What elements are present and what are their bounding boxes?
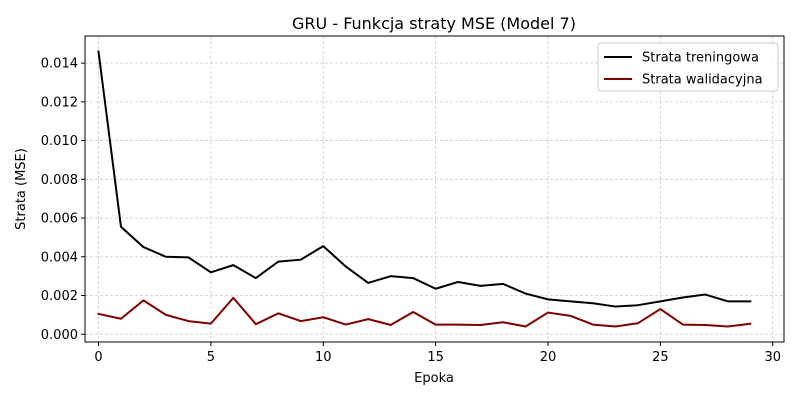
data-point bbox=[480, 324, 482, 326]
y-tick-label: 0.006 bbox=[41, 212, 78, 227]
legend: Strata treningowa Strata walidacyjna bbox=[597, 42, 779, 92]
y-tick-label: 0.000 bbox=[41, 328, 78, 343]
data-point bbox=[322, 316, 324, 318]
data-point bbox=[637, 322, 639, 324]
data-point bbox=[300, 259, 302, 261]
data-point bbox=[165, 314, 167, 316]
plot-frame bbox=[84, 35, 785, 343]
data-point bbox=[502, 321, 504, 323]
data-point bbox=[300, 320, 302, 322]
x-tick-label: 20 bbox=[540, 350, 557, 365]
data-point bbox=[97, 50, 99, 52]
data-point bbox=[390, 324, 392, 326]
data-point bbox=[255, 323, 257, 325]
data-point bbox=[412, 311, 414, 313]
data-point bbox=[277, 312, 279, 314]
data-point bbox=[210, 271, 212, 273]
x-tick-label: 30 bbox=[764, 350, 781, 365]
y-tick-label: 0.002 bbox=[41, 289, 78, 304]
data-point bbox=[210, 323, 212, 325]
x-tick-label: 5 bbox=[207, 350, 215, 365]
data-point bbox=[435, 288, 437, 290]
data-point bbox=[457, 281, 459, 283]
data-point bbox=[120, 226, 122, 228]
data-point bbox=[390, 275, 392, 277]
data-point bbox=[637, 304, 639, 306]
data-point bbox=[367, 282, 369, 284]
data-point bbox=[345, 265, 347, 267]
data-point bbox=[704, 294, 706, 296]
data-point bbox=[682, 296, 684, 298]
data-point bbox=[232, 297, 234, 299]
data-point bbox=[569, 315, 571, 317]
data-point bbox=[187, 256, 189, 258]
data-point bbox=[97, 313, 99, 315]
x-tick-label: 0 bbox=[94, 350, 102, 365]
ticks: 0 5 10 15 20 25 30 0.000 0.002 0.004 0.006 0.008 0.0… bbox=[41, 57, 781, 365]
data-point bbox=[614, 306, 616, 308]
x-tick-label: 25 bbox=[652, 350, 669, 365]
chart-title: GRU - Funkcja straty MSE (Model 7) bbox=[292, 14, 576, 33]
data-point bbox=[659, 300, 661, 302]
data-point bbox=[727, 326, 729, 328]
data-point bbox=[569, 300, 571, 302]
series-line-validation bbox=[97, 296, 752, 328]
data-point bbox=[165, 256, 167, 258]
grid bbox=[85, 36, 784, 342]
data-point bbox=[502, 283, 504, 285]
y-tick-label: 0.008 bbox=[41, 173, 78, 188]
data-point bbox=[412, 277, 414, 279]
data-point bbox=[345, 324, 347, 326]
data-point bbox=[435, 324, 437, 326]
data-point bbox=[592, 302, 594, 304]
legend-label: Strata walidacyjna bbox=[642, 73, 763, 88]
series-layer bbox=[97, 50, 752, 328]
data-point bbox=[547, 312, 549, 314]
data-point bbox=[704, 324, 706, 326]
x-axis-label: Epoka bbox=[414, 371, 454, 386]
y-tick-label: 0.010 bbox=[41, 134, 78, 149]
data-point bbox=[457, 324, 459, 326]
data-point bbox=[142, 246, 144, 248]
x-tick-label: 15 bbox=[427, 350, 444, 365]
data-point bbox=[525, 326, 527, 328]
x-tick-label: 10 bbox=[315, 350, 332, 365]
data-point bbox=[232, 264, 234, 266]
data-point bbox=[547, 298, 549, 300]
data-point bbox=[322, 245, 324, 247]
data-point bbox=[727, 300, 729, 302]
y-tick-label: 0.004 bbox=[41, 250, 78, 265]
legend-box bbox=[597, 42, 779, 92]
data-point bbox=[614, 326, 616, 328]
data-point bbox=[525, 293, 527, 295]
data-point bbox=[277, 261, 279, 263]
series-line-training bbox=[97, 50, 752, 308]
data-point bbox=[480, 285, 482, 287]
data-point bbox=[367, 318, 369, 320]
y-axis-label: Strata (MSE) bbox=[14, 148, 29, 230]
y-tick-label: 0.012 bbox=[41, 95, 78, 110]
data-point bbox=[187, 320, 189, 322]
data-point bbox=[142, 299, 144, 301]
data-point bbox=[592, 324, 594, 326]
data-point bbox=[255, 277, 257, 279]
data-point bbox=[659, 308, 661, 310]
data-point bbox=[749, 323, 751, 325]
y-tick-label: 0.014 bbox=[41, 57, 78, 72]
legend-label: Strata treningowa bbox=[642, 51, 759, 66]
data-point bbox=[749, 300, 751, 302]
data-point bbox=[120, 318, 122, 320]
data-point bbox=[682, 324, 684, 326]
